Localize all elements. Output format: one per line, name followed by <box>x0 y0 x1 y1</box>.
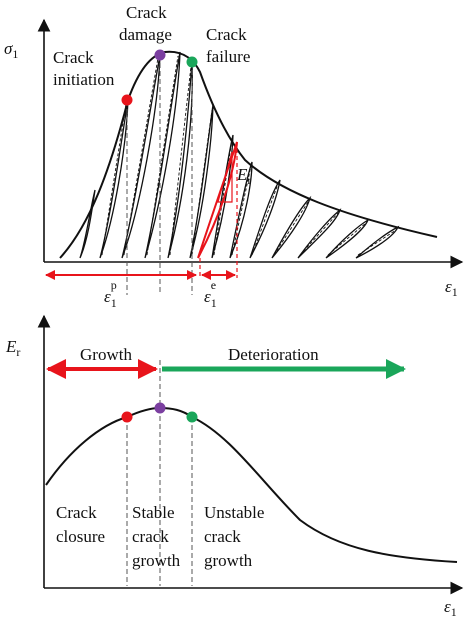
crack-initiation-point <box>121 94 133 106</box>
crack-failure-label: Crack failure <box>206 25 251 66</box>
modulus-label: Er <box>236 165 251 187</box>
modulus-curve <box>45 406 458 563</box>
top-y-axis-label: σ1 <box>4 39 18 61</box>
stage-crack-closure: Crack closure <box>56 503 105 546</box>
modulus-triangle <box>217 151 233 203</box>
crack-initiation-label: Crack initiation <box>53 48 115 89</box>
deterioration-label: Deterioration <box>228 345 319 364</box>
top-x-axis-label: ε1 <box>445 277 458 299</box>
top-guide-lines <box>126 55 193 295</box>
top-panel: Er Crack initiation Crack damage Crack f… <box>4 3 464 310</box>
bottom-y-axis-label: Er <box>5 337 20 359</box>
bottom-guide-lines <box>126 360 193 586</box>
hysteresis-loops <box>79 51 400 259</box>
growth-label: Growth <box>80 345 132 364</box>
stage-stable-crack-growth: Stable crack growth <box>132 503 181 570</box>
plastic-strain-label: ε1p <box>104 278 117 310</box>
unloading-dashes <box>101 55 397 256</box>
stage-unstable-crack-growth: Unstable crack growth <box>204 503 269 570</box>
bottom-crack-damage-point <box>154 402 166 414</box>
bottom-x-axis-label: ε1 <box>444 597 457 619</box>
crack-damage-label: Crack damage <box>119 3 172 44</box>
elastic-strain-label: ε1e <box>204 278 217 310</box>
bottom-crack-failure-point <box>186 411 198 423</box>
bottom-crack-initiation-point <box>121 411 133 423</box>
crack-damage-point <box>154 49 166 61</box>
stress-strain-envelope <box>59 50 438 259</box>
highlighted-red-loop <box>197 141 238 259</box>
bottom-panel: Er ε1 Growth Deterioration Crack closure… <box>5 314 464 619</box>
crack-failure-point <box>186 56 198 68</box>
